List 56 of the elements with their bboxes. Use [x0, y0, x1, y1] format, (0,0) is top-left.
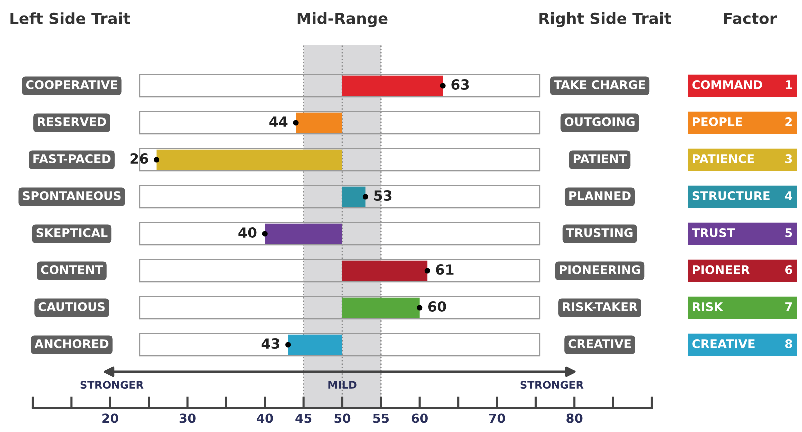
data-label: 60 — [428, 302, 446, 312]
annotation: RISK-TAKER — [563, 302, 638, 312]
annotation: TRUSTING — [566, 228, 633, 238]
x-tick-label: 30 — [180, 414, 196, 424]
x-tick-label: 45 — [296, 414, 312, 424]
data-label: 40 — [238, 228, 257, 238]
bar — [265, 224, 342, 244]
data-label: 63 — [452, 80, 470, 90]
annotation: PIONEERING — [560, 265, 640, 274]
x-tick-label: 55 — [373, 414, 390, 424]
data-label: 44 — [270, 116, 288, 127]
bar — [342, 76, 444, 96]
text: Right Side Trait — [540, 12, 672, 28]
text: RISK 7 — [693, 302, 792, 312]
annotation: STRONGER — [80, 381, 144, 390]
text: COMMAND 1 — [692, 80, 792, 90]
annotation: PATIENT — [574, 154, 628, 164]
data-label: 43 — [262, 338, 280, 350]
bar — [288, 334, 342, 356]
bar — [156, 150, 342, 170]
x-tick-label: 60 — [412, 414, 428, 424]
annotation: PLANNED — [570, 192, 631, 200]
band-label: Mid-Range — [298, 12, 388, 28]
text: STRUCTURE 4 — [692, 191, 792, 200]
x-tick-label: 80 — [566, 414, 583, 424]
data-label: 61 — [436, 264, 454, 276]
text: Factor — [724, 13, 778, 24]
annotation: TAKE CHARGE — [554, 80, 646, 90]
x-tick-label: 70 — [489, 414, 506, 424]
text: Left Side Trait — [10, 12, 130, 24]
bar — [342, 298, 420, 318]
bar — [342, 260, 428, 282]
annotation: OUTGOING — [564, 117, 635, 126]
text: CREATIVE 8 — [692, 339, 792, 348]
annotation: STRONGER — [520, 381, 584, 390]
x-tick-label: 20 — [102, 414, 118, 424]
text: PEOPLE 2 — [693, 117, 792, 126]
bar — [342, 186, 366, 208]
y-tick-label: CONTENT — [41, 265, 104, 274]
bar — [296, 112, 342, 134]
y-tick-label: SPONTANEOUS — [23, 191, 121, 200]
text: PATIENCE 3 — [693, 154, 792, 164]
y-tick-label: FAST-PACED — [34, 154, 111, 164]
y-tick-label: SKEPTICAL — [36, 228, 108, 238]
y-tick-label: CAUTIOUS — [38, 302, 105, 312]
ref-line-label: MILD — [328, 381, 357, 389]
text: TRUST 5 — [692, 228, 792, 238]
x-tick-label: 50 — [334, 414, 351, 424]
y-tick-label: ANCHORED — [34, 339, 109, 348]
text: PIONEER 6 — [693, 265, 792, 274]
x-tick-label: 40 — [256, 414, 274, 424]
y-tick-label: RESERVED — [38, 117, 106, 126]
data-label: 26 — [130, 154, 148, 164]
y-tick-label: COOPERATIVE — [26, 80, 118, 90]
data-label: 53 — [374, 190, 392, 202]
annotation: CREATIVE — [568, 339, 631, 348]
